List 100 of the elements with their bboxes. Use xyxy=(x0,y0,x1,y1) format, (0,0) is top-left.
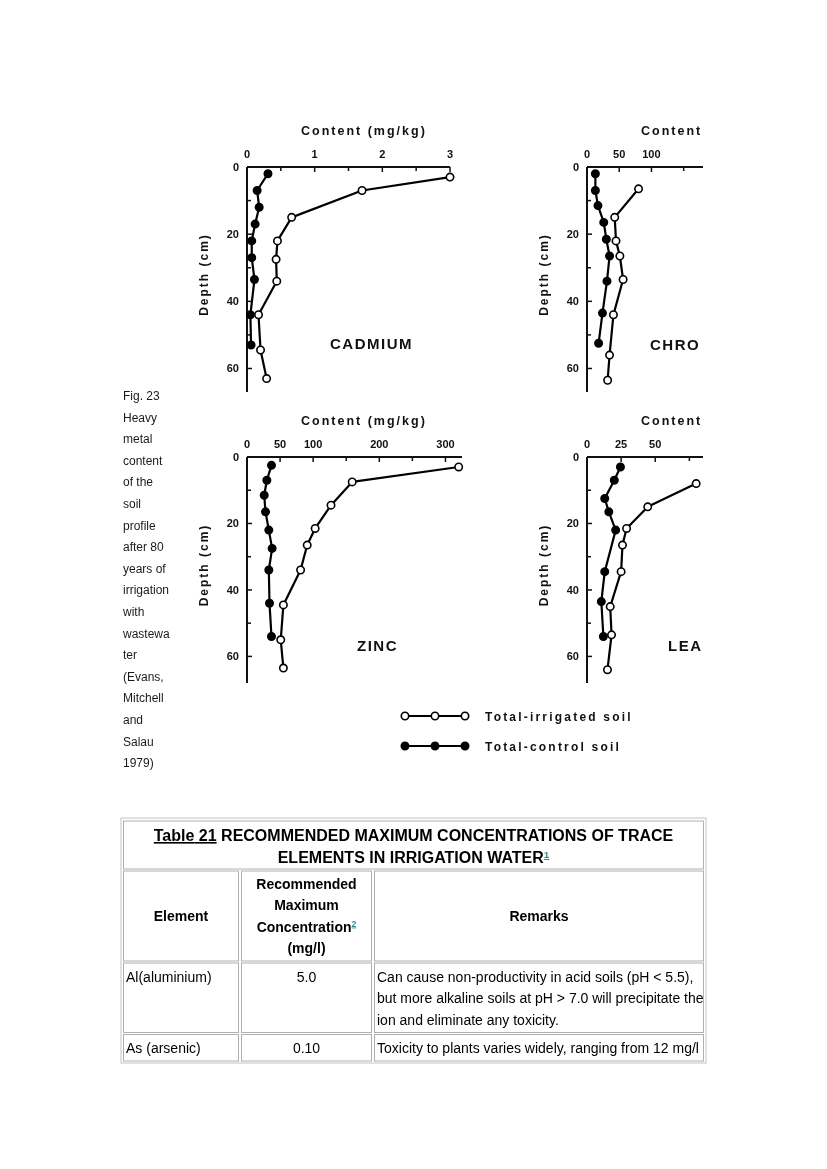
x-axis-title: Content (mg/kg) xyxy=(301,414,427,428)
point xyxy=(264,598,274,608)
point xyxy=(600,567,610,577)
point xyxy=(605,350,615,360)
point xyxy=(267,543,277,553)
point xyxy=(310,523,320,533)
text: LEA xyxy=(668,637,703,654)
y-tick-label: 0 xyxy=(232,160,239,173)
y-axis-title: Depth (cm) xyxy=(197,233,211,316)
y-tick-label: 20 xyxy=(226,228,239,241)
x-tick-label: 0 xyxy=(583,148,591,160)
point xyxy=(264,565,274,575)
point xyxy=(247,236,257,246)
text: CADMIUM xyxy=(330,335,413,352)
point xyxy=(254,202,264,212)
x-tick-label: 300 xyxy=(436,438,455,450)
text: Can cause non-productivity in acid soils (pH < 5.5), but more alkaline soils at pH > 7.0 will precipitate the ion and eliminate any toxicity. xyxy=(377,968,704,1028)
point xyxy=(278,663,288,673)
category-label: Element xyxy=(153,907,209,924)
x-tick-label: 50 xyxy=(649,438,662,450)
y-tick-label: 60 xyxy=(566,650,579,663)
point xyxy=(602,665,612,675)
y-tick-label: 20 xyxy=(566,228,579,241)
point xyxy=(247,253,257,263)
point xyxy=(245,310,255,320)
point xyxy=(254,310,263,320)
x-axis-title: Content xyxy=(641,124,703,138)
point xyxy=(622,523,632,533)
point xyxy=(597,308,607,318)
point xyxy=(602,276,612,286)
point xyxy=(593,201,603,211)
point xyxy=(604,507,614,517)
point xyxy=(609,475,619,485)
x-tick-label: 1 xyxy=(311,148,318,160)
point xyxy=(611,236,621,246)
legend-label: Total-irrigated soil xyxy=(485,709,633,724)
point xyxy=(603,375,613,385)
point xyxy=(266,631,276,641)
point xyxy=(250,219,260,229)
category-label: Remarks xyxy=(509,907,569,924)
y-axis-title: Depth (cm) xyxy=(537,523,551,607)
point xyxy=(278,600,288,610)
point xyxy=(617,540,627,550)
point xyxy=(610,212,620,222)
y-tick-label: 60 xyxy=(566,362,579,375)
x-tick-label: 200 xyxy=(370,438,389,450)
y-tick-label: 40 xyxy=(226,295,239,308)
point xyxy=(252,186,262,196)
point xyxy=(357,186,367,196)
category-label: Recommended Maximum Concentration$^{2}$ (mg/l) xyxy=(256,875,357,956)
x-axis-title: Content (mg/kg) xyxy=(301,124,427,138)
point xyxy=(246,340,256,350)
point xyxy=(263,169,273,179)
point xyxy=(596,597,606,607)
text: ZINC xyxy=(357,637,398,654)
point xyxy=(691,479,701,489)
point xyxy=(605,251,615,261)
x-tick-label: 3 xyxy=(446,148,454,160)
text: As (arsenic) xyxy=(126,1040,201,1056)
x-tick-label: 25 xyxy=(614,438,628,450)
x-tick-label: 100 xyxy=(303,438,323,450)
point xyxy=(611,525,621,535)
text: 5.0 xyxy=(296,968,317,985)
point xyxy=(454,462,464,472)
y-tick-label: 40 xyxy=(566,583,579,596)
point xyxy=(326,500,336,510)
point xyxy=(634,184,644,194)
x-tick-label: 100 xyxy=(642,148,661,160)
point xyxy=(272,276,282,286)
point xyxy=(262,374,272,384)
x-tick-label: 2 xyxy=(379,148,386,160)
x-tick-label: 0 xyxy=(243,148,251,160)
point xyxy=(599,217,609,227)
point xyxy=(601,234,611,244)
x-axis-title: Content xyxy=(641,414,703,428)
chart-title: Table 21 RECOMMENDED MAXIMUM CONCENTRATIONS OF TRACE ELEMENTS IN IRRIGATION WATER$^{1}$ xyxy=(153,827,674,866)
point xyxy=(618,275,628,284)
point xyxy=(590,186,600,196)
text: Fig. 23 Heavy metal content of the soil profile after 80 years of irrigation with wastewater (Evans, Mitchell and Salau 1979) xyxy=(123,389,170,771)
y-tick-label: 0 xyxy=(572,450,579,463)
text: 0.10 xyxy=(292,1040,321,1056)
text: Al(aluminium) xyxy=(126,968,212,985)
point xyxy=(608,310,618,320)
point xyxy=(249,275,259,284)
point xyxy=(276,635,286,645)
y-tick-label: 40 xyxy=(226,583,239,596)
y-tick-label: 60 xyxy=(226,650,239,663)
point xyxy=(287,212,297,222)
y-tick-label: 0 xyxy=(232,450,239,463)
x-tick-label: 0 xyxy=(243,438,251,450)
point xyxy=(261,507,271,517)
point xyxy=(256,345,266,355)
y-axis-title: Depth (cm) xyxy=(197,523,211,607)
point xyxy=(607,630,617,640)
x-tick-label: 50 xyxy=(613,148,626,160)
y-tick-label: 40 xyxy=(566,295,579,308)
point xyxy=(600,494,610,504)
point xyxy=(616,567,626,577)
point xyxy=(266,460,276,470)
point xyxy=(302,540,312,550)
